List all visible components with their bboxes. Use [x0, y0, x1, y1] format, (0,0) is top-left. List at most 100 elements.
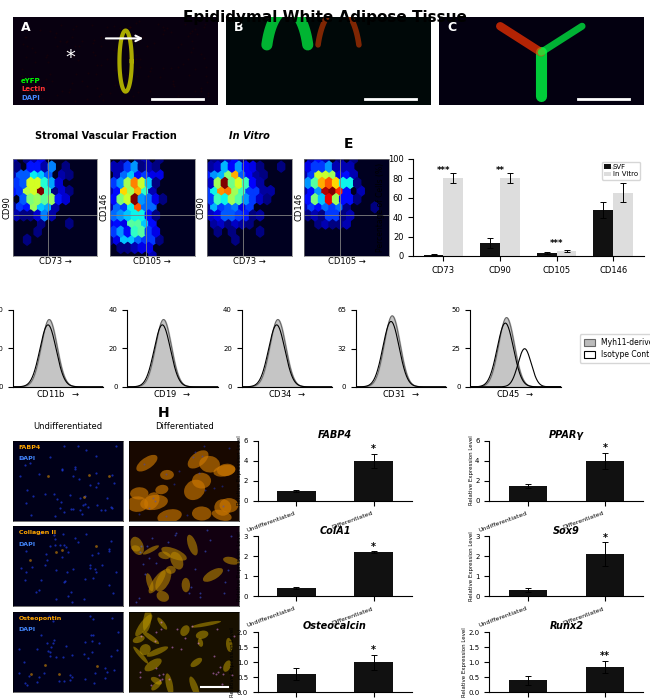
Point [96, 41, 106, 52]
Point [59, 675, 70, 686]
Point [84, 611, 95, 622]
Point [173, 41, 183, 52]
Point [20, 575, 31, 586]
Point [94, 91, 104, 102]
Point [40, 559, 51, 570]
Point [34, 527, 45, 538]
Point [87, 549, 98, 561]
Point [209, 650, 219, 661]
Point [45, 452, 55, 463]
Ellipse shape [131, 545, 140, 552]
Point [83, 652, 94, 663]
Point [91, 451, 101, 462]
Y-axis label: CD146: CD146 [99, 193, 109, 222]
Text: **: ** [495, 166, 504, 175]
Point [199, 21, 209, 32]
Point [45, 68, 55, 79]
Bar [537, 253, 556, 256]
Point [88, 34, 99, 45]
Point [85, 563, 96, 574]
Point [43, 646, 53, 657]
Point [118, 87, 129, 99]
Point [169, 80, 179, 92]
Point [27, 491, 38, 502]
Text: DAPI: DAPI [21, 95, 40, 101]
Point [103, 545, 114, 556]
Point [66, 503, 76, 514]
Point [62, 45, 73, 57]
Point [27, 42, 38, 53]
Point [47, 637, 58, 649]
Point [44, 611, 55, 622]
Point [142, 41, 152, 52]
Bar [508, 680, 547, 692]
Point [48, 615, 58, 626]
Point [106, 650, 116, 661]
Point [144, 552, 154, 563]
Point [17, 71, 27, 82]
Point [49, 511, 60, 522]
Point [51, 546, 61, 557]
Point [90, 69, 101, 80]
Point [176, 644, 186, 655]
Point [30, 56, 40, 67]
Point [96, 88, 107, 99]
Point [84, 480, 95, 491]
Point [17, 64, 27, 75]
X-axis label: CD45  $\rightarrow$: CD45 $\rightarrow$ [497, 388, 535, 399]
Point [70, 533, 81, 544]
Point [136, 541, 146, 552]
Point [164, 673, 174, 684]
Point [41, 73, 51, 85]
Point [35, 630, 46, 641]
Point [131, 50, 141, 61]
Point [100, 663, 110, 674]
Text: Stromal Vascular Fraction: Stromal Vascular Fraction [35, 131, 177, 141]
Text: In Vitro: In Vitro [229, 131, 270, 141]
Point [198, 52, 209, 64]
Point [111, 441, 121, 452]
Point [51, 593, 62, 604]
Ellipse shape [190, 658, 202, 667]
Point [57, 464, 67, 475]
Point [142, 540, 153, 552]
Point [57, 551, 68, 562]
Point [58, 539, 69, 550]
Point [218, 588, 229, 599]
Point [67, 597, 77, 608]
Point [201, 71, 211, 82]
Point [135, 54, 145, 65]
Y-axis label: Relative Expression Level: Relative Expression Level [237, 531, 242, 601]
Point [196, 48, 206, 59]
Point [70, 95, 80, 106]
Point [61, 541, 72, 552]
Point [27, 82, 38, 94]
Point [158, 28, 168, 39]
Point [145, 66, 155, 77]
Point [50, 32, 60, 43]
Point [180, 633, 190, 644]
Point [158, 63, 168, 74]
Point [32, 643, 43, 654]
Point [101, 53, 112, 64]
Point [77, 500, 88, 511]
Point [127, 90, 138, 101]
Bar [556, 251, 577, 256]
Point [85, 559, 96, 570]
Point [86, 635, 97, 647]
Title: FABP4: FABP4 [318, 430, 352, 440]
Point [68, 563, 78, 575]
Point [49, 540, 60, 551]
Point [187, 26, 198, 37]
Point [58, 507, 69, 518]
Point [102, 493, 112, 504]
Ellipse shape [212, 510, 231, 521]
Text: H: H [157, 405, 169, 419]
Point [104, 543, 114, 554]
Point [126, 36, 136, 47]
Point [25, 554, 35, 565]
Point [105, 501, 116, 512]
Title: ColA1: ColA1 [319, 526, 351, 535]
Point [70, 41, 80, 52]
Y-axis label: Percentage of Cells (%): Percentage of Cells (%) [376, 163, 385, 252]
